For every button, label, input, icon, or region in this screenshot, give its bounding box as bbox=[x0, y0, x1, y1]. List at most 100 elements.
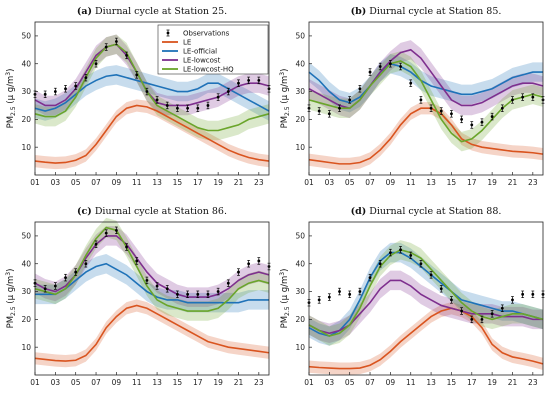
legend-label: LE-lowcost bbox=[183, 57, 221, 65]
observation-point bbox=[43, 90, 47, 99]
panel-letter: (a) bbox=[77, 6, 92, 17]
x-tick-label: 15 bbox=[447, 378, 457, 387]
observation-point bbox=[155, 96, 159, 104]
legend-label: LE-lowcost-HQ bbox=[183, 66, 234, 74]
observation-point bbox=[409, 251, 413, 260]
x-tick-label: 19 bbox=[213, 378, 223, 387]
x-tick-label: 07 bbox=[91, 378, 101, 387]
x-tick-label: 11 bbox=[132, 378, 142, 387]
line-le-official bbox=[308, 251, 544, 337]
x-tick-label: 09 bbox=[386, 378, 396, 387]
y-tick-label: 30 bbox=[295, 87, 305, 96]
band-le-lowcost-hq bbox=[309, 51, 543, 152]
x-tick-label: 23 bbox=[254, 378, 264, 387]
line-le-lowcost-hq bbox=[34, 43, 270, 132]
axes-frame bbox=[308, 221, 544, 376]
line-le-official bbox=[34, 74, 270, 112]
x-tick-label: 21 bbox=[234, 178, 244, 187]
y-tick-label: 50 bbox=[295, 32, 305, 41]
axes-frame bbox=[34, 221, 270, 376]
panel-title-text: Diurnal cycle at Station 85. bbox=[366, 6, 501, 17]
legend-item: LE bbox=[162, 39, 191, 47]
x-tick-label: 13 bbox=[426, 378, 436, 387]
line-le bbox=[308, 107, 544, 165]
observation-point bbox=[399, 62, 402, 71]
y-tick-label: 20 bbox=[295, 315, 305, 324]
observation-point bbox=[490, 112, 494, 121]
observation-point bbox=[480, 118, 484, 126]
observation-point bbox=[429, 104, 433, 112]
x-tick-label: 21 bbox=[508, 178, 518, 187]
panel-d: (d) Diurnal cycle at Station 88. 01 03 05 07… bbox=[279, 206, 545, 387]
observation-point bbox=[470, 315, 474, 324]
panel-title: (c) Diurnal cycle at Station 86. bbox=[77, 206, 227, 217]
observation-point bbox=[186, 104, 190, 112]
panel-title-text: Diurnal cycle at Station 25. bbox=[92, 6, 227, 17]
legend-label: LE bbox=[183, 39, 191, 47]
panel-c: (c) Diurnal cycle at Station 86. 01 03 05 07… bbox=[5, 206, 271, 387]
y-tick-label: 40 bbox=[21, 59, 31, 68]
band-le-lowcost bbox=[35, 34, 269, 116]
legend-item: Observations bbox=[166, 30, 230, 38]
y-axis-label: PM2.5 (μ g/m3) bbox=[5, 69, 17, 129]
x-tick-label: 11 bbox=[406, 378, 416, 387]
observation-point bbox=[327, 110, 331, 118]
x-tick-label: 05 bbox=[71, 378, 81, 387]
observation-point bbox=[399, 246, 402, 254]
x-tick-label: 17 bbox=[193, 178, 203, 187]
observation-point bbox=[358, 85, 362, 93]
observation-point bbox=[358, 287, 362, 296]
observation-point bbox=[176, 104, 179, 112]
legend-box bbox=[157, 24, 269, 75]
y-tick-label: 10 bbox=[295, 343, 305, 352]
y-tick-label: 10 bbox=[295, 143, 305, 152]
x-tick-label: 01 bbox=[30, 178, 40, 187]
y-tick-label: 40 bbox=[295, 259, 305, 268]
x-tick-label: 23 bbox=[528, 378, 538, 387]
x-tick-label: 07 bbox=[91, 178, 101, 187]
observation-point bbox=[104, 229, 108, 237]
line-le bbox=[308, 307, 544, 370]
observation-point bbox=[368, 273, 372, 282]
legend-item: LE-lowcost-HQ bbox=[162, 66, 234, 74]
observation-point bbox=[429, 271, 433, 279]
band-le bbox=[35, 99, 269, 170]
panel-title: (d) Diurnal cycle at Station 88. bbox=[351, 206, 502, 217]
observation-point bbox=[216, 287, 220, 296]
observation-point bbox=[135, 257, 139, 265]
band-le-lowcost bbox=[35, 226, 269, 307]
x-tick-label: 05 bbox=[345, 178, 355, 187]
observation-point bbox=[176, 290, 179, 299]
axes-frame bbox=[308, 21, 544, 176]
observation-point bbox=[450, 296, 453, 304]
legend-label: LE-official bbox=[183, 48, 217, 56]
x-tick-label: 05 bbox=[71, 178, 81, 187]
band-le-official bbox=[35, 65, 269, 121]
x-tick-label: 13 bbox=[426, 178, 436, 187]
x-tick-label: 17 bbox=[193, 378, 203, 387]
observation-point bbox=[216, 93, 220, 101]
observation-point bbox=[419, 96, 423, 104]
observation-point bbox=[114, 37, 118, 46]
x-tick-label: 01 bbox=[30, 378, 40, 387]
panel-a: (a) Diurnal cycle at Station 25. 01 03 05 07… bbox=[5, 6, 271, 187]
x-tick-label: 11 bbox=[406, 178, 416, 187]
x-tick-label: 11 bbox=[132, 178, 142, 187]
axes-frame bbox=[34, 21, 270, 176]
x-tick-label: 01 bbox=[304, 378, 314, 387]
observation-point bbox=[348, 96, 352, 104]
observation-point bbox=[388, 248, 392, 257]
band-le-lowcost-hq bbox=[309, 240, 543, 346]
x-tick-label: 17 bbox=[467, 178, 477, 187]
observation-point bbox=[53, 282, 57, 290]
legend: ObservationsLELE-officialLE-lowcostLE-lo… bbox=[157, 24, 269, 75]
panel-b: (b) Diurnal cycle at Station 85. 01 03 05 07… bbox=[279, 6, 545, 187]
x-tick-label: 21 bbox=[508, 378, 518, 387]
y-tick-label: 20 bbox=[21, 115, 31, 124]
observation-point bbox=[94, 60, 98, 68]
x-tick-label: 03 bbox=[325, 178, 335, 187]
observation-point bbox=[165, 285, 169, 293]
band-le bbox=[309, 102, 543, 170]
observation-point bbox=[196, 290, 200, 299]
observation-point bbox=[521, 93, 525, 101]
